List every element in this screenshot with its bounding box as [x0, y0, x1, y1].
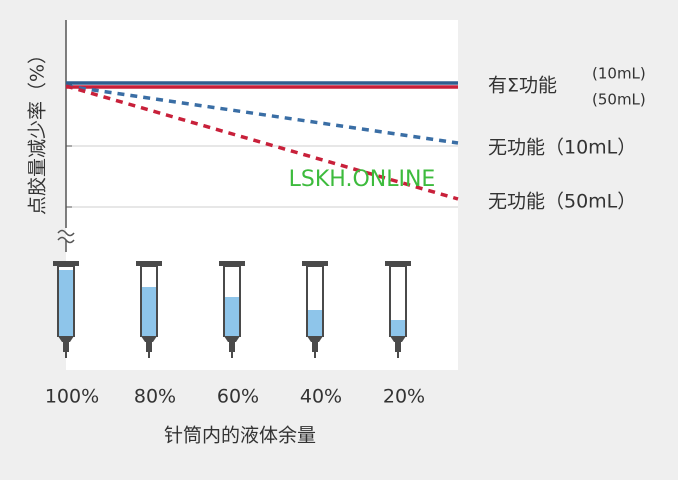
watermark: LSKH.ONLINE	[289, 167, 436, 192]
syringe-tip	[390, 336, 406, 342]
syringe-tip	[307, 336, 323, 342]
syringe-tip	[58, 336, 74, 342]
syringe-needle-hub	[146, 342, 152, 352]
syringe-liquid	[308, 310, 322, 336]
syringe-flange	[302, 261, 328, 266]
syringe-needle-hub	[312, 342, 318, 352]
syringes	[53, 261, 411, 358]
line-no-function-50ml	[65, 84, 459, 201]
x-tick-label: 20%	[383, 386, 425, 408]
legend-note: (50mL)	[592, 91, 646, 109]
legend-label: 无功能（50mL）	[488, 191, 636, 213]
legend-note: (10mL)	[592, 65, 646, 83]
legend-label: 有Σ功能	[488, 75, 557, 97]
syringe-liquid	[391, 320, 405, 336]
syringe-tip	[141, 336, 157, 342]
syringe-needle-hub	[395, 342, 401, 352]
line-no-function-10ml	[65, 84, 459, 145]
syringe-liquid	[59, 270, 73, 336]
x-tick-label: 40%	[300, 386, 342, 408]
syringe-flange	[219, 261, 245, 266]
syringe-needle-hub	[63, 342, 69, 352]
syringe-liquid	[142, 287, 156, 336]
syringe-flange	[385, 261, 411, 266]
syringe-flange	[136, 261, 162, 266]
x-tick-label: 100%	[45, 386, 99, 408]
x-tick-label: 60%	[217, 386, 259, 408]
legend-label: 无功能（10mL）	[488, 137, 636, 159]
y-axis-title: 点胶量减少率（%）	[27, 45, 49, 215]
syringe-needle-hub	[229, 342, 235, 352]
x-tick-label: 80%	[134, 386, 176, 408]
syringe-flange	[53, 261, 79, 266]
syringe-tip	[224, 336, 240, 342]
syringe-liquid	[225, 297, 239, 336]
x-axis-title: 针筒内的液体余量	[164, 425, 316, 447]
